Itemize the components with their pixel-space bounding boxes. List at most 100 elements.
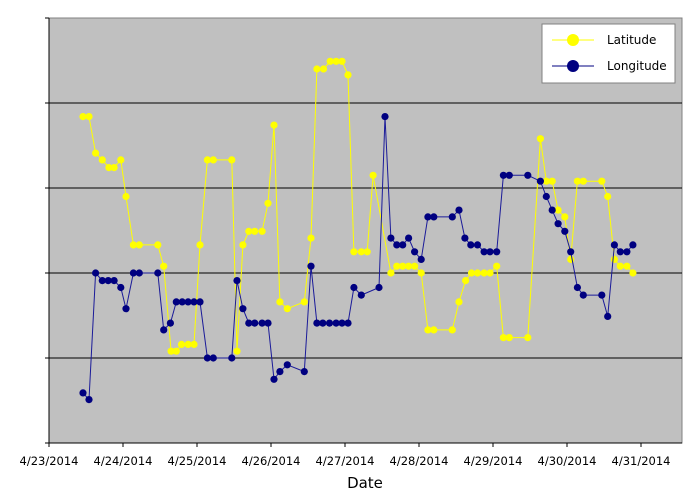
data-point xyxy=(209,156,217,164)
data-point xyxy=(233,347,241,355)
legend-item-longitude: Longitude xyxy=(552,59,667,73)
data-point xyxy=(399,241,407,249)
data-point xyxy=(363,248,371,256)
data-point xyxy=(616,248,624,256)
data-point xyxy=(79,113,87,121)
data-point xyxy=(104,277,112,285)
data-point xyxy=(350,248,358,256)
data-point xyxy=(424,326,432,334)
data-point xyxy=(455,298,463,306)
data-point xyxy=(548,206,556,214)
data-point xyxy=(245,319,253,327)
data-point xyxy=(561,227,569,235)
data-point xyxy=(480,269,488,277)
y-axis xyxy=(45,17,50,444)
data-point xyxy=(505,171,513,179)
data-point xyxy=(486,248,494,256)
data-point xyxy=(98,277,106,285)
data-point xyxy=(573,177,582,185)
data-point xyxy=(332,57,340,65)
data-point xyxy=(129,241,137,249)
data-point xyxy=(283,361,291,369)
data-point xyxy=(300,368,308,376)
data-point xyxy=(233,277,241,285)
data-point xyxy=(462,277,470,285)
data-point xyxy=(177,340,186,348)
data-point xyxy=(184,298,192,306)
data-point xyxy=(393,262,401,270)
data-point xyxy=(122,192,130,201)
data-point xyxy=(505,334,513,342)
data-point xyxy=(375,283,383,292)
x-axis: 4/23/2014 4/24/2014 4/25/2014 4/26/2014 4/27… xyxy=(20,442,682,468)
data-point xyxy=(344,71,352,79)
data-point xyxy=(623,248,631,256)
data-point xyxy=(276,298,284,306)
data-point xyxy=(448,326,456,334)
data-point xyxy=(184,340,192,348)
data-point xyxy=(326,57,334,65)
series-longitude xyxy=(79,113,637,404)
legend-label-latitude: Latitude xyxy=(607,33,656,47)
data-point xyxy=(573,283,582,292)
data-point xyxy=(332,319,340,327)
data-point xyxy=(411,262,419,270)
data-point xyxy=(473,269,482,277)
data-point xyxy=(579,177,587,185)
data-point xyxy=(245,227,253,235)
latitude-marker-icon xyxy=(567,34,579,46)
data-point xyxy=(313,319,321,327)
data-point xyxy=(117,156,125,164)
x-tick-label: 4/25/2014 xyxy=(168,454,227,468)
data-point xyxy=(283,305,291,313)
data-point xyxy=(387,269,395,277)
data-point xyxy=(610,255,619,263)
data-point xyxy=(98,156,106,164)
data-point xyxy=(467,241,475,249)
legend-label-longitude: Longitude xyxy=(607,59,667,73)
data-point xyxy=(270,375,278,383)
data-point xyxy=(493,248,501,256)
x-tick-label: 4/28/2014 xyxy=(390,454,449,468)
x-tick-label: 4/31/2014 xyxy=(612,454,671,468)
data-point xyxy=(467,269,476,277)
data-point xyxy=(536,135,545,143)
data-point xyxy=(524,334,532,342)
data-point xyxy=(480,248,488,256)
x-tick-label: 4/26/2014 xyxy=(242,454,301,468)
data-point xyxy=(499,334,507,342)
data-point xyxy=(430,326,438,334)
data-point xyxy=(110,277,118,285)
data-point xyxy=(172,298,180,306)
data-point xyxy=(350,283,358,292)
data-point xyxy=(604,312,612,320)
data-point xyxy=(604,192,612,201)
data-point xyxy=(424,213,432,221)
data-point xyxy=(598,291,606,299)
legend: Latitude Longitude xyxy=(541,23,676,84)
data-point xyxy=(579,291,587,299)
legend-item-latitude: Latitude xyxy=(552,33,656,47)
data-point xyxy=(567,248,575,256)
data-point xyxy=(616,262,624,270)
data-point xyxy=(135,241,143,249)
legend-box xyxy=(541,23,676,84)
data-point xyxy=(542,192,550,201)
data-point xyxy=(154,269,162,277)
data-point xyxy=(405,262,413,270)
data-point xyxy=(196,241,204,249)
data-point xyxy=(105,164,113,172)
data-point xyxy=(542,177,550,185)
data-point xyxy=(554,206,562,214)
data-point xyxy=(319,319,327,327)
data-point xyxy=(166,319,174,327)
data-point xyxy=(561,213,569,221)
longitude-marker-icon xyxy=(567,60,579,72)
data-point xyxy=(567,255,575,263)
data-point xyxy=(524,171,532,179)
data-point xyxy=(629,241,637,249)
data-point xyxy=(536,177,545,185)
data-point xyxy=(251,227,259,235)
data-point xyxy=(357,248,365,256)
data-point xyxy=(270,121,278,129)
